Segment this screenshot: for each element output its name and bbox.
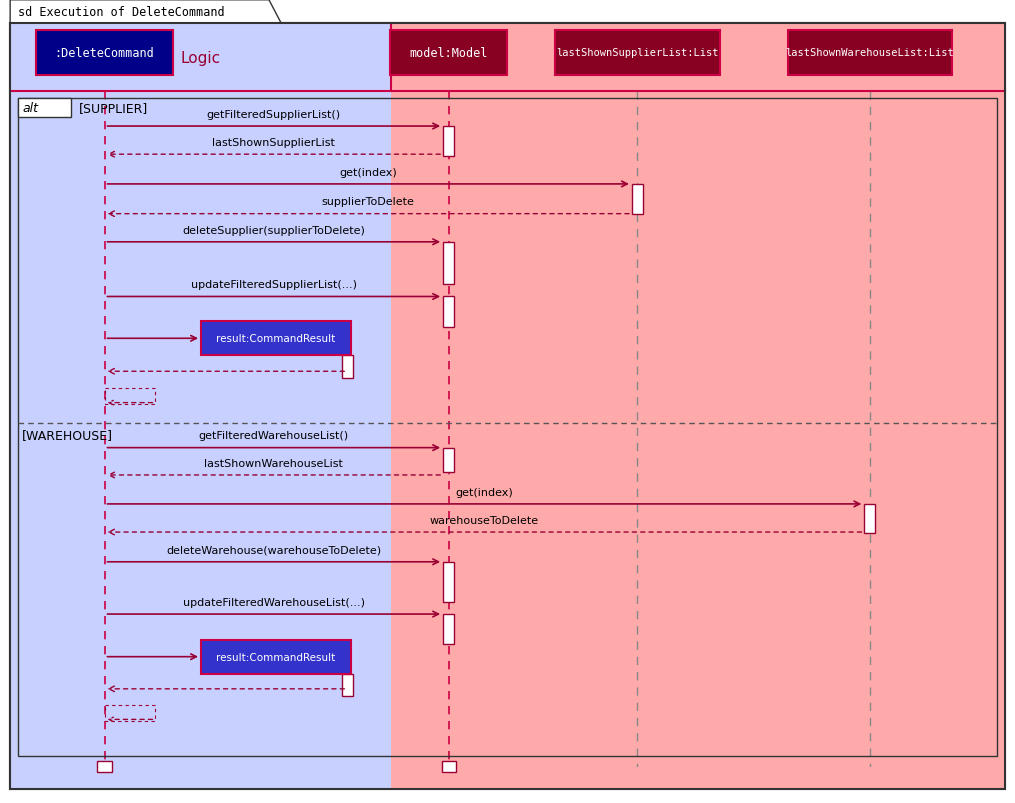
Bar	[443, 297, 455, 328]
Bar	[97, 761, 112, 772]
Bar	[864, 504, 875, 533]
Text: lastShownWarehouseList: lastShownWarehouseList	[204, 459, 343, 468]
Bar	[391, 24, 1005, 789]
Bar	[555, 31, 720, 76]
Text: lastShownSupplierList: lastShownSupplierList	[212, 138, 335, 148]
Bar	[105, 705, 155, 721]
Bar	[788, 31, 952, 76]
Bar	[18, 99, 71, 118]
Text: updateFilteredSupplierList(...): updateFilteredSupplierList(...)	[191, 280, 357, 290]
Text: warehouseToDelete: warehouseToDelete	[429, 516, 539, 525]
Text: deleteSupplier(supplierToDelete): deleteSupplier(supplierToDelete)	[183, 226, 365, 235]
Text: result:CommandResult: result:CommandResult	[216, 334, 336, 344]
Bar	[443, 448, 455, 472]
Bar	[36, 31, 173, 76]
Text: alt: alt	[22, 102, 39, 115]
Polygon shape	[10, 1, 281, 24]
Bar	[10, 24, 391, 789]
Bar	[341, 356, 353, 378]
Text: Logic: Logic	[181, 51, 220, 66]
Text: Model: Model	[675, 51, 721, 66]
Text: result:CommandResult: result:CommandResult	[216, 652, 336, 662]
Text: lastShownWarehouseList:List: lastShownWarehouseList:List	[786, 48, 954, 59]
Bar	[201, 322, 351, 356]
Bar	[442, 761, 456, 772]
Bar	[443, 243, 455, 284]
Bar	[18, 99, 997, 756]
Bar	[10, 767, 391, 789]
Text: :DeleteCommand: :DeleteCommand	[55, 47, 154, 60]
Bar	[443, 127, 455, 157]
Bar	[390, 31, 506, 76]
Text: getFilteredSupplierList(): getFilteredSupplierList()	[207, 110, 341, 120]
Bar	[201, 640, 351, 674]
Text: getFilteredWarehouseList(): getFilteredWarehouseList()	[199, 431, 349, 441]
Bar	[341, 674, 353, 696]
Text: [WAREHOUSE]: [WAREHOUSE]	[22, 429, 114, 442]
Bar	[443, 614, 455, 644]
Text: [SUPPLIER]: [SUPPLIER]	[79, 102, 148, 115]
Bar	[443, 562, 455, 602]
Text: get(index): get(index)	[456, 487, 514, 497]
Text: updateFilteredWarehouseList(...): updateFilteredWarehouseList(...)	[183, 597, 364, 607]
Text: model:Model: model:Model	[409, 47, 488, 60]
Text: deleteWarehouse(warehouseToDelete): deleteWarehouse(warehouseToDelete)	[166, 545, 382, 555]
Text: get(index): get(index)	[339, 168, 397, 177]
Text: sd Execution of DeleteCommand: sd Execution of DeleteCommand	[18, 6, 225, 18]
Text: lastShownSupplierList:List: lastShownSupplierList:List	[556, 48, 719, 59]
Text: supplierToDelete: supplierToDelete	[322, 198, 415, 207]
Bar	[631, 185, 644, 215]
Bar	[391, 767, 1005, 789]
Bar	[105, 389, 155, 405]
